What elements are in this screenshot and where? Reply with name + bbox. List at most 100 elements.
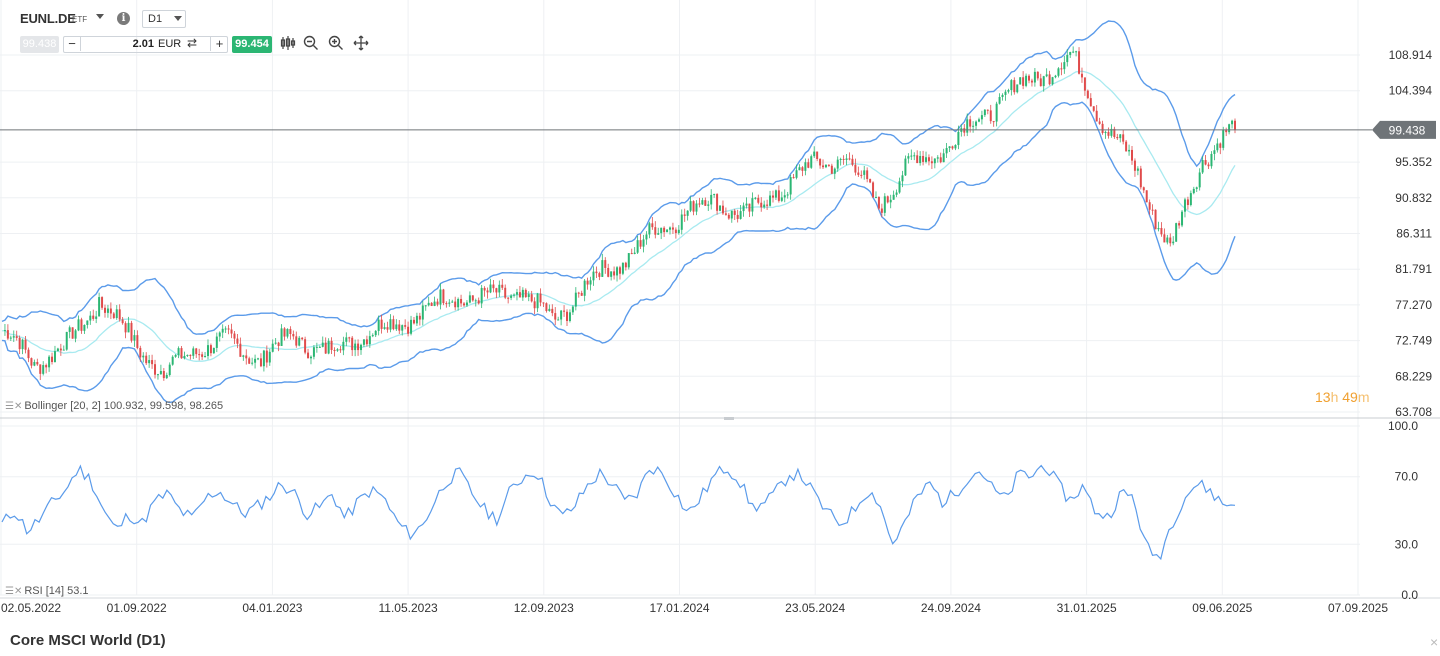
candle-body [771,195,774,198]
candle-body [239,343,242,357]
candle-body [307,352,310,359]
candle-body [1025,75,1028,86]
candle-body [598,273,601,277]
candle-body [309,356,312,359]
candle-body [1039,78,1042,87]
rsi-y-tick-label: 30.0 [1395,537,1419,551]
settings-icon[interactable]: ☰✕ [5,586,23,597]
candle-body [236,338,239,344]
info-icon[interactable]: i [117,12,130,25]
candle-body [1101,123,1104,134]
candle-body [177,348,180,355]
candle-body [292,333,295,337]
candle-body [304,339,307,353]
bollinger-legend[interactable]: ☰✕ Bollinger [20, 2] 100.932, 99.598, 98.… [5,400,223,412]
candle-body [892,194,895,200]
candle-body [527,294,530,298]
bollinger-upper-line [1,20,1236,335]
candle-body [9,337,12,339]
candle-body [1036,71,1039,79]
candle-body [398,324,401,331]
candle-body [427,302,430,306]
candle-body [21,339,24,350]
candle-body [48,356,51,368]
candle-body [577,292,580,294]
timeframe-select[interactable]: D1 [142,10,186,28]
candle-body [283,328,286,337]
candle-body [904,158,907,176]
candle-body [24,339,27,350]
symbol-name[interactable]: EUNL.DE [20,11,76,26]
candle-body [933,158,936,164]
candle-body [627,253,630,268]
candle-body [857,172,860,175]
candle-body [424,305,427,307]
candle-body [1010,80,1013,91]
candle-body [733,210,736,215]
candle-body [392,319,395,330]
candle-body [898,181,901,193]
zoom-in-icon[interactable] [328,35,344,54]
candle-body [957,131,960,146]
x-tick-label: 09.06.2025 [1192,601,1252,615]
candle-body [910,155,913,157]
candle-body [389,319,392,330]
countdown-hours: 13 [1315,389,1331,405]
candle-body [1045,74,1048,77]
candle-body [583,280,586,296]
close-icon[interactable]: × [1430,634,1439,650]
symbol-dropdown-icon[interactable] [96,14,104,19]
candle-body [218,332,221,337]
candle-body [792,177,795,179]
y-tick-label: 108.914 [1389,48,1433,62]
candle-body [271,343,274,352]
candle-body [1054,75,1057,78]
candle-body [171,356,174,365]
candle-body [212,347,215,354]
candle-body [33,361,36,366]
y-tick-label: 68.229 [1395,369,1432,383]
candle-body [1157,228,1160,230]
candle-body [680,214,683,230]
candle-body [742,205,745,212]
candle-body [1216,143,1219,151]
candle-body [318,346,321,348]
settings-icon[interactable]: ☰✕ [5,401,23,412]
candle-body [1178,223,1181,226]
candle-body [963,128,966,133]
candle-body [124,323,127,333]
candle-body [883,196,886,213]
move-icon[interactable] [353,35,369,54]
zoom-out-icon[interactable] [303,35,319,54]
candle-body [1186,199,1189,206]
candle-body [939,157,942,163]
candle-body [566,311,569,322]
candle-body [1231,120,1234,125]
candle-body [206,345,209,356]
y-tick-label: 63.708 [1395,405,1432,419]
swap-icon[interactable]: ⇄ [187,36,198,50]
buy-price-button[interactable]: 99.454 [232,36,272,53]
candle-body [1042,76,1045,87]
candle-body [377,319,380,331]
candle-body [824,164,827,168]
rsi-y-tick-label: 70.0 [1395,470,1419,484]
bollinger-label: Bollinger [20, 2] 100.932, 99.598, 98.26… [24,400,224,412]
candle-body [463,303,466,306]
candle-body [1028,75,1031,81]
candle-body [545,303,548,312]
candle-body [1131,149,1134,161]
chevron-down-icon[interactable] [174,16,182,21]
candle-body [1057,68,1060,76]
candle-body [254,358,257,363]
sell-price-button[interactable]: 99.438 [20,36,59,53]
decrease-quantity-button[interactable]: − [64,36,81,51]
candle-body [457,298,460,308]
candlestick-icon[interactable] [280,35,296,54]
candle-body [925,157,928,162]
increase-quantity-button[interactable]: + [210,36,228,51]
rsi-legend[interactable]: ☰✕ RSI [14] 53.1 [5,585,89,597]
quantity-input[interactable]: 2.01 [132,38,154,50]
quantity-stepper[interactable] [63,36,228,53]
